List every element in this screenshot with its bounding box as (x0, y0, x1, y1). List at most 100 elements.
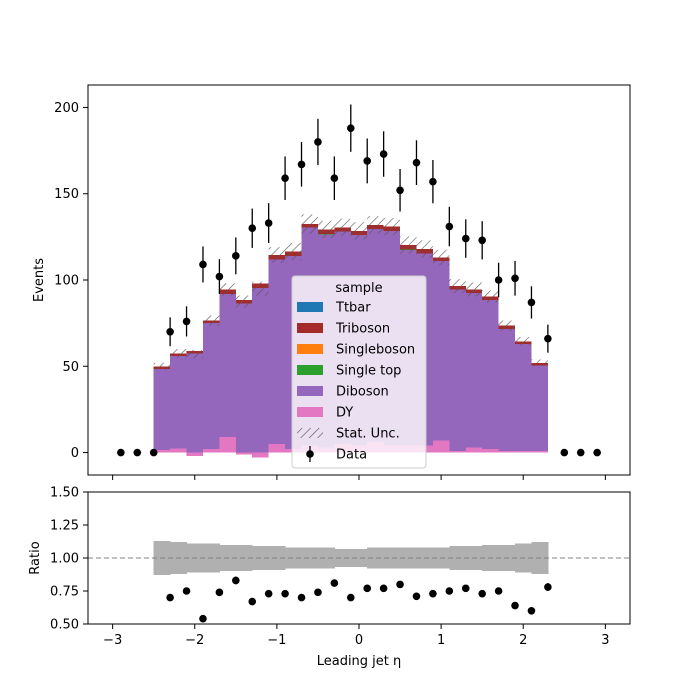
legend-swatch-diboson (297, 386, 323, 396)
bar-dy (170, 448, 186, 452)
bar-dy (515, 451, 531, 453)
bar-diboson (515, 344, 531, 451)
legend-data-marker (306, 450, 314, 458)
x-tick-label: 2 (519, 633, 527, 648)
data-point (281, 174, 289, 182)
stat-unc-band (416, 240, 432, 257)
ratio-y-tick-label: 1.50 (50, 486, 79, 501)
stat-unc-band (285, 243, 301, 260)
legend-label: Singleboson (336, 343, 415, 358)
legend-label: Single top (336, 364, 401, 379)
ratio-point (363, 585, 371, 593)
stat-unc-band (400, 236, 416, 253)
legend-title: sample (335, 281, 382, 296)
figure: 050100150200Events 0.500.751.001.251.50−… (0, 0, 700, 700)
stat-unc-band (269, 247, 285, 263)
stat-unc-band (318, 221, 334, 238)
legend-label: Stat. Unc. (336, 427, 400, 442)
bar-diboson (219, 294, 235, 437)
ratio-point (166, 594, 174, 602)
ratio-point (232, 577, 240, 585)
stat-unc-band (449, 279, 465, 293)
stat-unc-band (433, 250, 449, 266)
bar-dy (252, 453, 268, 458)
ratio-point (413, 592, 421, 600)
ratio-point (478, 590, 486, 598)
data-point (298, 161, 306, 169)
y-tick-label: 200 (54, 101, 79, 116)
stat-unc-band (219, 283, 235, 295)
ratio-point (199, 615, 207, 623)
stat-unc-band (515, 337, 531, 346)
legend-swatch-ttbar (297, 302, 323, 312)
ratio-point (265, 590, 273, 598)
bar-diboson (203, 323, 219, 449)
data-point (495, 276, 503, 284)
bar-diboson (449, 289, 465, 450)
ratio-point (298, 594, 306, 602)
ratio-point (347, 594, 355, 602)
ratio-point (544, 583, 552, 591)
data-point (347, 124, 355, 132)
data-point (232, 252, 240, 260)
bar-diboson (187, 353, 203, 452)
x-tick-label: 0 (355, 633, 363, 648)
bar-diboson (252, 288, 268, 453)
stat-unc-band (236, 296, 252, 308)
legend-label: Ttbar (335, 301, 371, 316)
legend-label: Triboson (335, 322, 390, 337)
ratio-point (183, 587, 191, 595)
main-y-axis-label: Events (32, 258, 47, 302)
stat-unc-band (466, 283, 482, 297)
y-tick-label: 50 (62, 360, 79, 375)
data-point (429, 178, 437, 186)
data-point (183, 318, 191, 326)
legend-swatch-stat-unc (297, 428, 323, 438)
stat-unc-band (367, 216, 383, 233)
data-point (577, 449, 585, 457)
bar-dy (499, 451, 515, 453)
stat-unc-band (351, 222, 367, 239)
ratio-point (446, 587, 454, 595)
bar-dy (187, 453, 203, 456)
legend-swatch-singleboson (297, 344, 323, 354)
stat-unc-band (499, 321, 515, 331)
legend-label: DY (336, 406, 353, 421)
data-point (117, 449, 125, 457)
y-tick-label: 150 (54, 187, 79, 202)
ratio-point (331, 579, 339, 587)
data-point (478, 237, 486, 245)
data-point (380, 150, 388, 158)
ratio-point (462, 585, 470, 593)
bar-diboson (499, 329, 515, 451)
stat-unc-band (187, 350, 203, 359)
data-point (528, 299, 536, 307)
bar-diboson (154, 369, 170, 450)
ratio-point (495, 587, 503, 595)
stat-unc-band (334, 219, 350, 236)
ratio-point (396, 581, 404, 589)
data-point (511, 274, 519, 282)
bar-diboson (433, 261, 449, 440)
bar-dy (236, 453, 252, 455)
data-point (593, 449, 601, 457)
ratio-y-tick-label: 0.50 (50, 618, 79, 633)
ratio-y-tick-label: 1.25 (50, 519, 79, 534)
y-tick-label: 0 (71, 446, 79, 461)
ratio-point (429, 590, 437, 598)
ratio-point (314, 589, 322, 597)
ratio-plot-area: 0.50 0.75 1.00 1.25 1.50 −3 −2 −1 0 1 2 3 Ratio Leadi… (28, 486, 630, 670)
ratio-point (248, 598, 256, 606)
stat-unc-band (531, 359, 547, 366)
data-point (265, 219, 273, 227)
ratio-point (281, 590, 289, 598)
x-tick-label: 1 (437, 633, 445, 648)
data-point (363, 157, 371, 165)
x-tick-label: −1 (267, 633, 286, 648)
ratio-y-tick-label: 0.75 (50, 585, 79, 600)
data-point (462, 235, 470, 243)
legend-swatch-triboson (297, 323, 323, 333)
ratio-y-tick-label: 1.00 (50, 552, 79, 567)
bar-dy (433, 440, 449, 452)
x-tick-label: 3 (601, 633, 609, 648)
